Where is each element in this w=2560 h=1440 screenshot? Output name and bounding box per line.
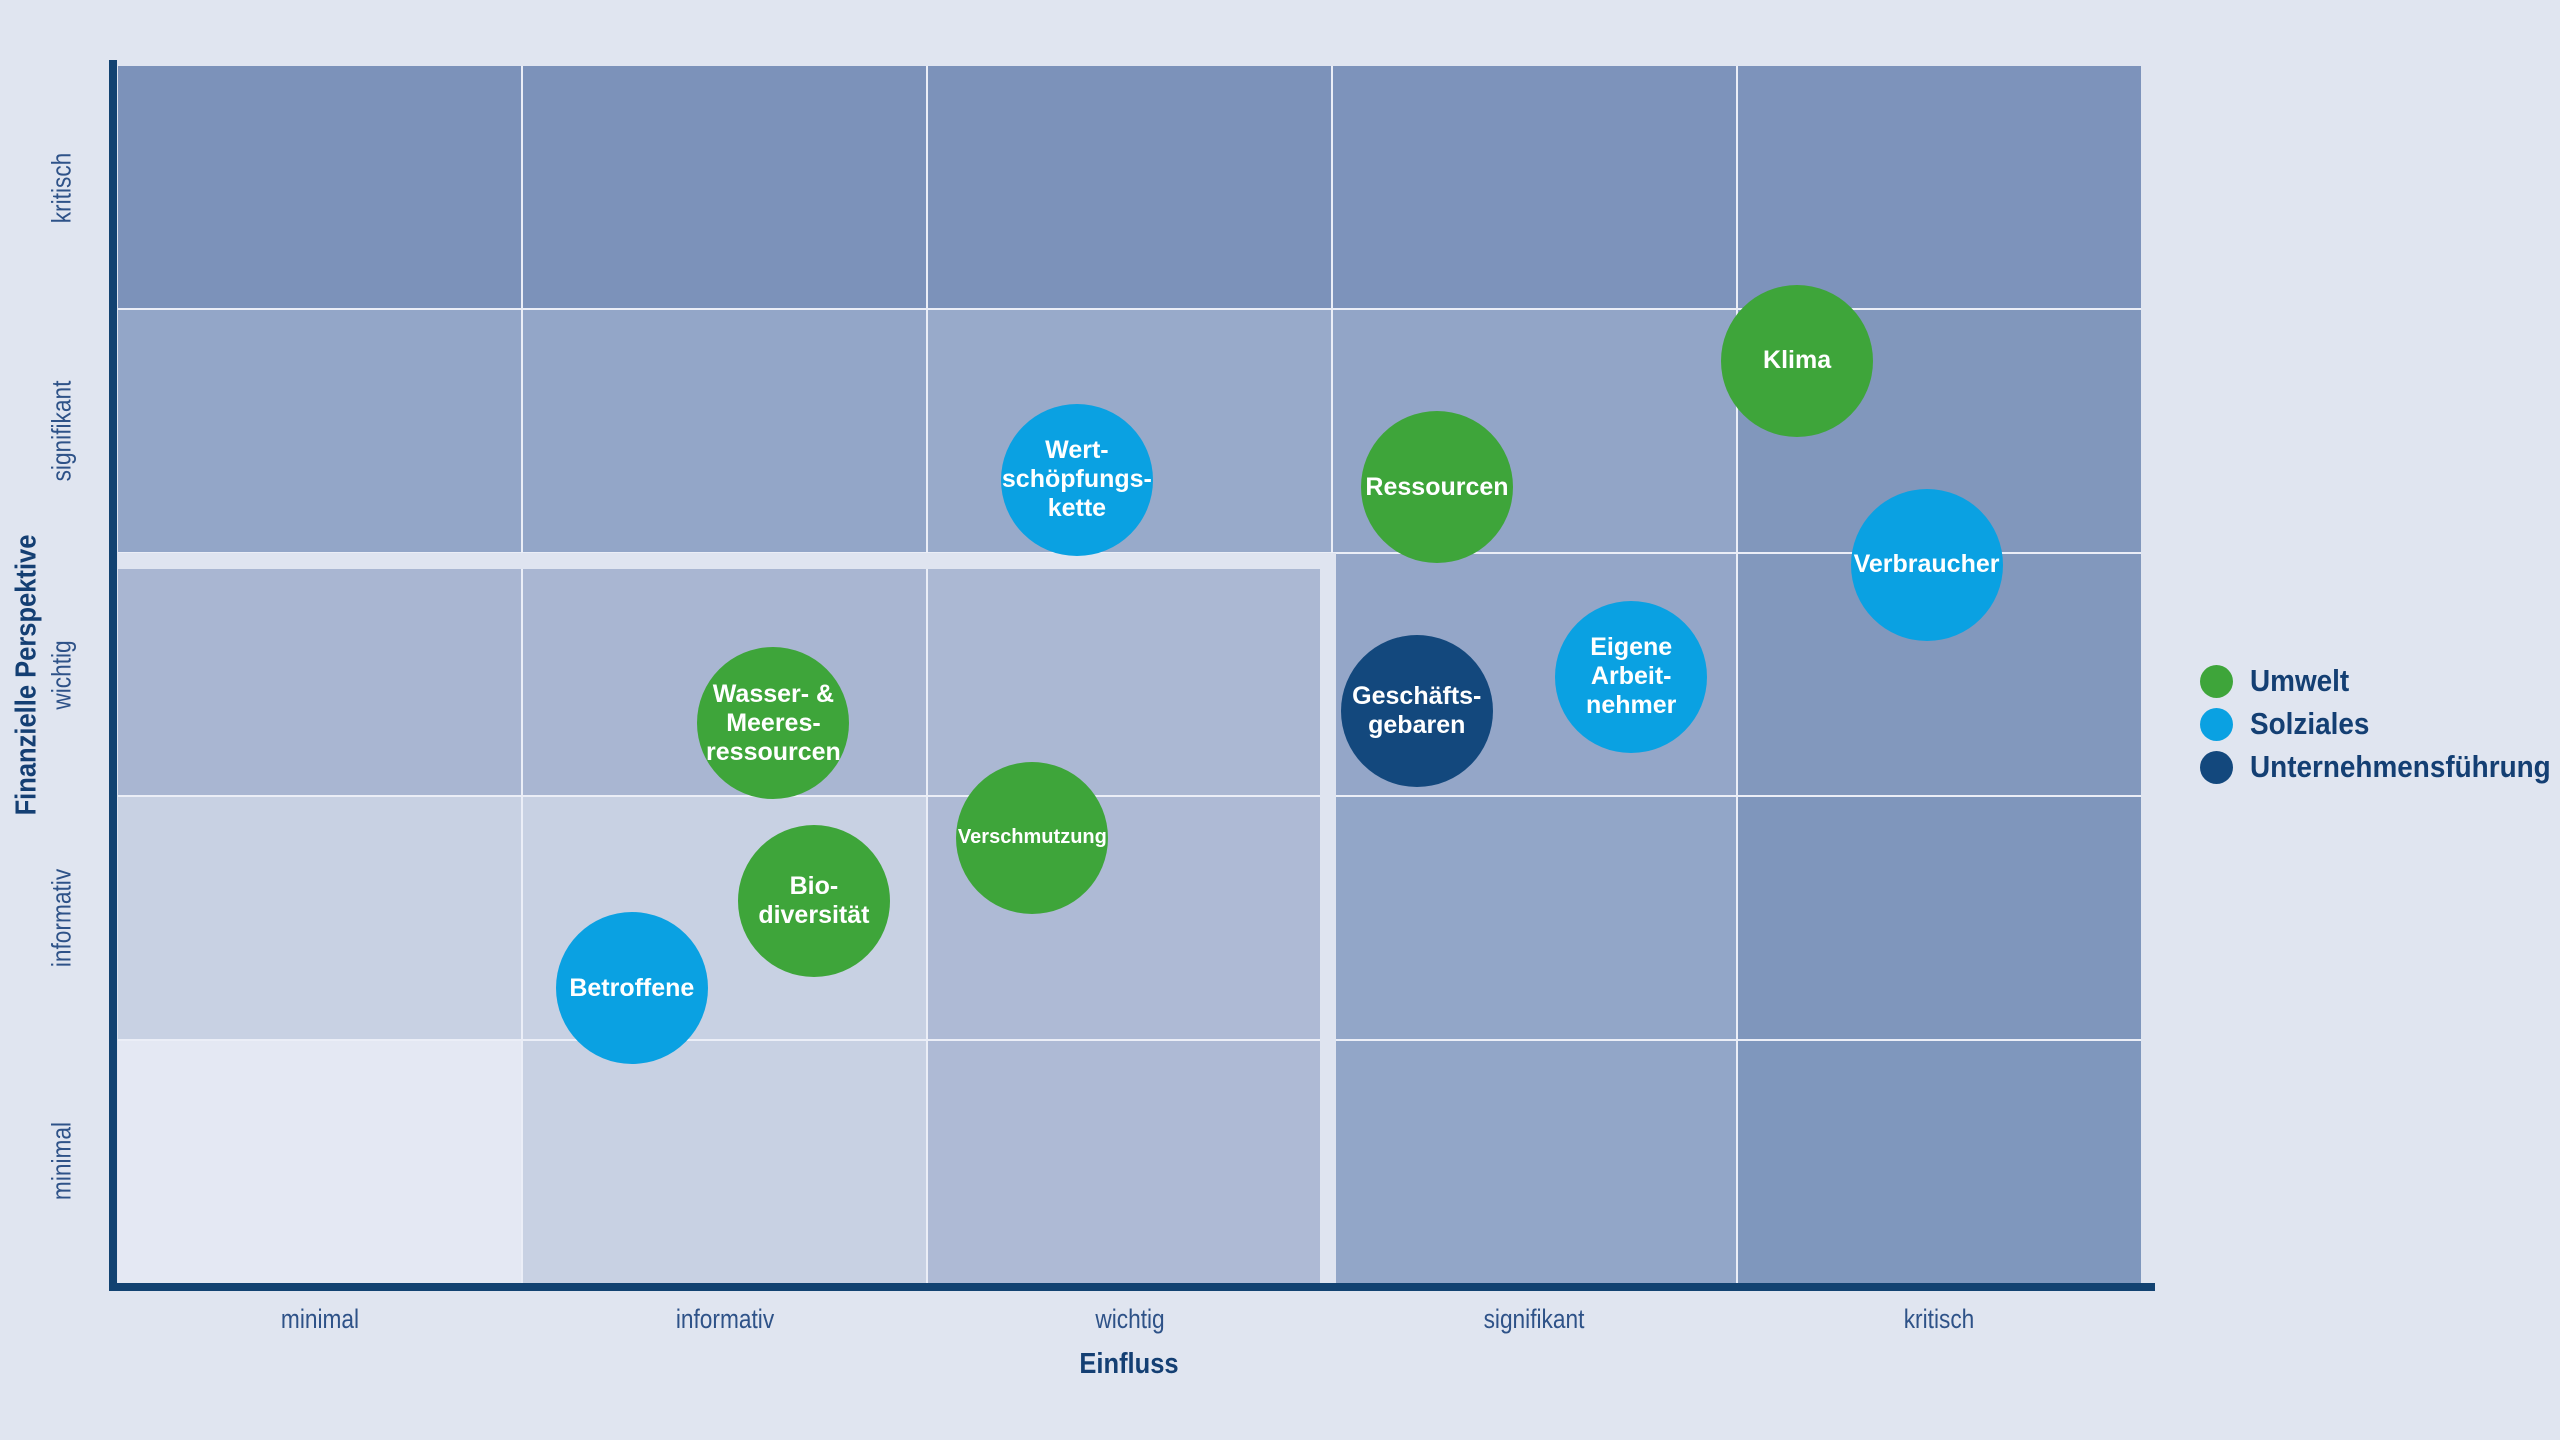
bubble-label: Wert- xyxy=(1045,436,1109,465)
legend-label: Unternehmensführung xyxy=(2250,749,2551,784)
bubble-label: Eigene xyxy=(1590,633,1673,662)
y-tick-informativ: informativ xyxy=(46,868,77,968)
matrix-cell-minimal-minimal xyxy=(118,1041,521,1283)
matrix-cell-informativ-kritisch xyxy=(523,66,926,308)
matrix-cell-kritisch-minimal xyxy=(1738,1041,2141,1283)
bubble-ressourcen: Ressourcen xyxy=(1360,411,1513,564)
legend-dot-icon xyxy=(2200,750,2233,784)
bubble-label: schöpfungs- xyxy=(1001,465,1152,494)
legend-label: Solziales xyxy=(2250,706,2370,741)
x-tick-kritisch: kritisch xyxy=(1903,1304,1974,1334)
matrix-cell-signifikant-informativ xyxy=(1333,797,1736,1040)
x-tick-signifikant: signifikant xyxy=(1483,1304,1585,1334)
bubble-label: Geschäfts- xyxy=(1352,682,1482,710)
matrix-cell-kritisch-informativ xyxy=(1738,797,2141,1040)
x-axis-title: Einfluss xyxy=(1079,1348,1179,1380)
bubble-label: Verbraucher xyxy=(1853,550,2000,579)
legend-dot-icon xyxy=(2200,707,2233,741)
materiality-threshold-line-vertical xyxy=(1320,553,1336,1283)
bubble-label: Ressourcen xyxy=(1365,472,1509,501)
matrix-cell-wichtig-minimal xyxy=(928,1041,1331,1283)
bubble-eigene-arbeitnehmer: Eigene Arbeit-nehmer xyxy=(1555,600,1708,753)
y-tick-kritisch: kritisch xyxy=(46,152,77,223)
matrix-cell-wichtig-wichtig xyxy=(928,553,1331,796)
matrix-cell-informativ-minimal xyxy=(523,1041,926,1283)
matrix-cell-wichtig-kritisch xyxy=(928,66,1331,308)
bubble-betroffene: Betroffene xyxy=(555,912,708,1065)
bubble-label: Verschmutzung xyxy=(957,825,1107,848)
bubble-verbraucher: Verbraucher xyxy=(1850,488,2003,641)
y-tick-signifikant: signifikant xyxy=(46,380,77,482)
y-axis-line xyxy=(109,60,117,1291)
x-tick-minimal: minimal xyxy=(281,1304,360,1334)
matrix-cell-minimal-informativ xyxy=(118,797,521,1040)
bubble-label: Klima xyxy=(1763,346,1832,374)
materiality-threshold-line-horizontal xyxy=(118,553,1336,569)
bubble-wasser-meeresressourcen: Wasser- & Meeres-ressourcen xyxy=(697,647,850,800)
bubble-label: Arbeit- xyxy=(1590,662,1672,691)
matrix-cell-minimal-kritisch xyxy=(118,66,521,308)
bubble-klima: Klima xyxy=(1721,284,1874,437)
bubble-label: ressourcen xyxy=(706,737,841,766)
matrix-grid: Klima Verbraucher Wert-schöpfungs-kette Res… xyxy=(118,66,2141,1283)
legend-label: Umwelt xyxy=(2250,663,2350,698)
matrix-cell-informativ-signifikant xyxy=(523,309,926,552)
legend-item-umwelt: Umwelt xyxy=(2200,660,2560,702)
matrix-cell-signifikant-minimal xyxy=(1333,1041,1736,1283)
y-tick-minimal: minimal xyxy=(46,1122,77,1201)
y-tick-wichtig: wichtig xyxy=(46,639,77,710)
bubble-label: Bio- xyxy=(789,871,839,900)
bubble-verschmutzung: Verschmutzung xyxy=(956,761,1109,914)
bubble-wertschoepfungskette: Wert-schöpfungs-kette xyxy=(1000,403,1153,556)
bubble-label: kette xyxy=(1047,494,1107,523)
matrix-cell-signifikant-kritisch xyxy=(1333,66,1736,308)
matrix-cell-kritisch-kritisch xyxy=(1738,66,2141,308)
legend-dot-icon xyxy=(2200,664,2233,698)
y-axis-title: Finanzielle Perspektive xyxy=(10,534,43,816)
bubble-label: Meeres- xyxy=(726,708,821,737)
x-tick-wichtig: wichtig xyxy=(1094,1304,1165,1334)
bubble-label: Betroffene xyxy=(569,973,695,1002)
bubble-label: gebaren xyxy=(1368,711,1466,739)
matrix-cell-minimal-signifikant xyxy=(118,309,521,552)
matrix-cell-minimal-wichtig xyxy=(118,553,521,796)
legend: Umwelt Solziales Unternehmensführung xyxy=(2200,660,2560,788)
legend-item-solziales: Solziales xyxy=(2200,703,2560,745)
bubble-biodiversitaet: Bio-diversität xyxy=(737,824,890,977)
bubble-label: Wasser- & xyxy=(712,679,835,708)
bubble-geschaeftsgebaren: Geschäfts-gebaren xyxy=(1340,635,1493,787)
legend-item-unternehmensführung: Unternehmensführung xyxy=(2200,746,2560,788)
bubble-label: nehmer xyxy=(1586,691,1677,720)
bubble-label: diversität xyxy=(758,900,870,929)
x-axis-line xyxy=(109,1283,2155,1291)
x-tick-informativ: informativ xyxy=(675,1304,775,1334)
